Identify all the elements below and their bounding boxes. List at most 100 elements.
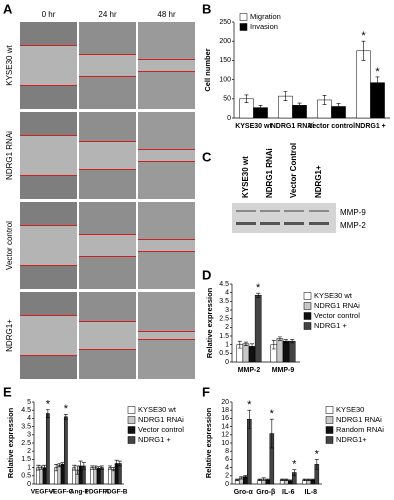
legend-swatch bbox=[325, 406, 334, 414]
error-bar bbox=[81, 462, 86, 470]
bar bbox=[282, 340, 290, 363]
significance-mark: * bbox=[375, 66, 380, 78]
y-tick-label: 12 bbox=[221, 432, 229, 439]
y-tick-label: 100 bbox=[219, 76, 231, 83]
y-tick-label: 2 bbox=[27, 448, 31, 455]
gel-bands bbox=[236, 210, 329, 212]
bar bbox=[356, 50, 371, 119]
legend-label: NDRG1 + bbox=[314, 321, 347, 330]
panel-label: B bbox=[202, 1, 211, 16]
error-bar bbox=[57, 463, 62, 468]
bar bbox=[242, 343, 250, 363]
y-axis-label: Relative expression bbox=[205, 287, 214, 358]
y-tick-label: 1 bbox=[27, 464, 31, 471]
gel-bands bbox=[236, 222, 329, 225]
x-tick-label: PDGF-B bbox=[103, 489, 128, 496]
x-tick-label: Ang-1 bbox=[70, 489, 89, 496]
x-tick-label: MMP-9 bbox=[272, 367, 295, 374]
scratch bbox=[79, 141, 136, 170]
legend-swatch bbox=[325, 436, 334, 444]
y-tick-label: 4 bbox=[225, 464, 229, 471]
column-label: 0 hr bbox=[42, 10, 56, 19]
error-bar bbox=[256, 292, 261, 298]
bar bbox=[45, 413, 50, 485]
error-bar bbox=[244, 94, 249, 103]
column-label: 48 hr bbox=[157, 10, 176, 19]
legend-swatch bbox=[127, 436, 136, 444]
band-label: MMP-2 bbox=[340, 221, 366, 230]
y-tick-label: 4.5 bbox=[219, 281, 229, 288]
panel-label: E bbox=[3, 384, 12, 399]
x-tick-label: Vector control bbox=[308, 123, 355, 130]
error-bar bbox=[54, 464, 59, 472]
lane-label: NDRG1 RNAi bbox=[265, 148, 274, 198]
error-bar bbox=[297, 102, 302, 108]
error-bar bbox=[375, 76, 380, 89]
bar bbox=[63, 416, 68, 485]
error-bar bbox=[39, 465, 44, 470]
error-bar bbox=[322, 95, 327, 105]
bar bbox=[60, 464, 65, 485]
error-bar bbox=[271, 340, 276, 350]
legend-swatch bbox=[127, 416, 136, 424]
y-axis-label: Relative expression bbox=[6, 407, 15, 478]
lane-label: Vector Control bbox=[289, 143, 298, 198]
y-axis-label: Relative expression bbox=[204, 407, 213, 478]
bar bbox=[39, 467, 44, 485]
x-tick-label: Gro-α bbox=[234, 489, 254, 496]
y-tick-label: 20 bbox=[221, 399, 229, 406]
panel-label: D bbox=[202, 267, 211, 282]
significance-mark: * bbox=[270, 408, 275, 420]
row-label: KYSE30 wt bbox=[5, 44, 14, 85]
bar bbox=[108, 467, 113, 485]
x-tick-label: NDRG1 + bbox=[355, 123, 386, 130]
y-tick-label: 4 bbox=[27, 415, 31, 422]
bar bbox=[276, 338, 284, 363]
y-tick-label: 3.5 bbox=[219, 298, 229, 305]
lane-label: KYSE30 wt bbox=[241, 156, 250, 198]
y-tick-label: 2 bbox=[225, 473, 229, 480]
y-tick-label: 18 bbox=[221, 407, 229, 414]
panel-label: C bbox=[202, 149, 212, 164]
x-tick-label: MMP-2 bbox=[238, 367, 261, 374]
scratch bbox=[138, 59, 195, 72]
error-bar bbox=[60, 462, 65, 467]
legend-label: Invasion bbox=[250, 22, 278, 31]
row-label: NDRG1 RNAi bbox=[5, 131, 14, 180]
band-label: MMP-9 bbox=[340, 208, 366, 217]
x-tick-label: NDRG1 RNAi bbox=[271, 123, 315, 130]
y-tick-label: 4.5 bbox=[21, 407, 31, 414]
scratch bbox=[79, 234, 136, 257]
x-tick-label: VEGF-C bbox=[49, 489, 74, 496]
legend-swatch bbox=[127, 406, 136, 414]
legend-swatch bbox=[303, 302, 312, 310]
legend-label: KYSE30 bbox=[336, 405, 364, 414]
error-bar bbox=[258, 105, 263, 111]
x-tick-label: KYSE30 wt bbox=[235, 123, 272, 130]
scratch bbox=[20, 45, 77, 86]
legend-label: Random RNAi bbox=[336, 425, 384, 434]
y-tick-label: 0.5 bbox=[219, 350, 229, 357]
legend-label: KYSE30 wt bbox=[138, 405, 177, 414]
error-bar bbox=[108, 465, 113, 470]
y-tick-label: 0 bbox=[225, 481, 229, 488]
y-tick-label: 2 bbox=[225, 324, 229, 331]
error-bar bbox=[336, 103, 341, 110]
y-tick-label: 200 bbox=[219, 38, 231, 45]
y-tick-label: 0 bbox=[27, 481, 31, 488]
x-tick-label: PDGF-A bbox=[85, 489, 110, 496]
y-tick-label: 5 bbox=[27, 399, 31, 406]
x-tick-label: VEGF-A bbox=[31, 489, 56, 496]
y-tick-label: 3 bbox=[27, 432, 31, 439]
legend-label: NDRG1+ bbox=[336, 435, 367, 444]
panel-label: A bbox=[3, 1, 13, 16]
error-bar bbox=[257, 478, 262, 482]
lane-label: NDRG1+ bbox=[314, 165, 323, 198]
y-tick-label: 16 bbox=[221, 415, 229, 422]
error-bar bbox=[250, 343, 255, 350]
error-bar bbox=[280, 478, 285, 482]
error-bar bbox=[72, 464, 77, 471]
y-tick-label: 6 bbox=[225, 456, 229, 463]
error-bar bbox=[277, 336, 282, 341]
error-bar bbox=[36, 464, 41, 471]
